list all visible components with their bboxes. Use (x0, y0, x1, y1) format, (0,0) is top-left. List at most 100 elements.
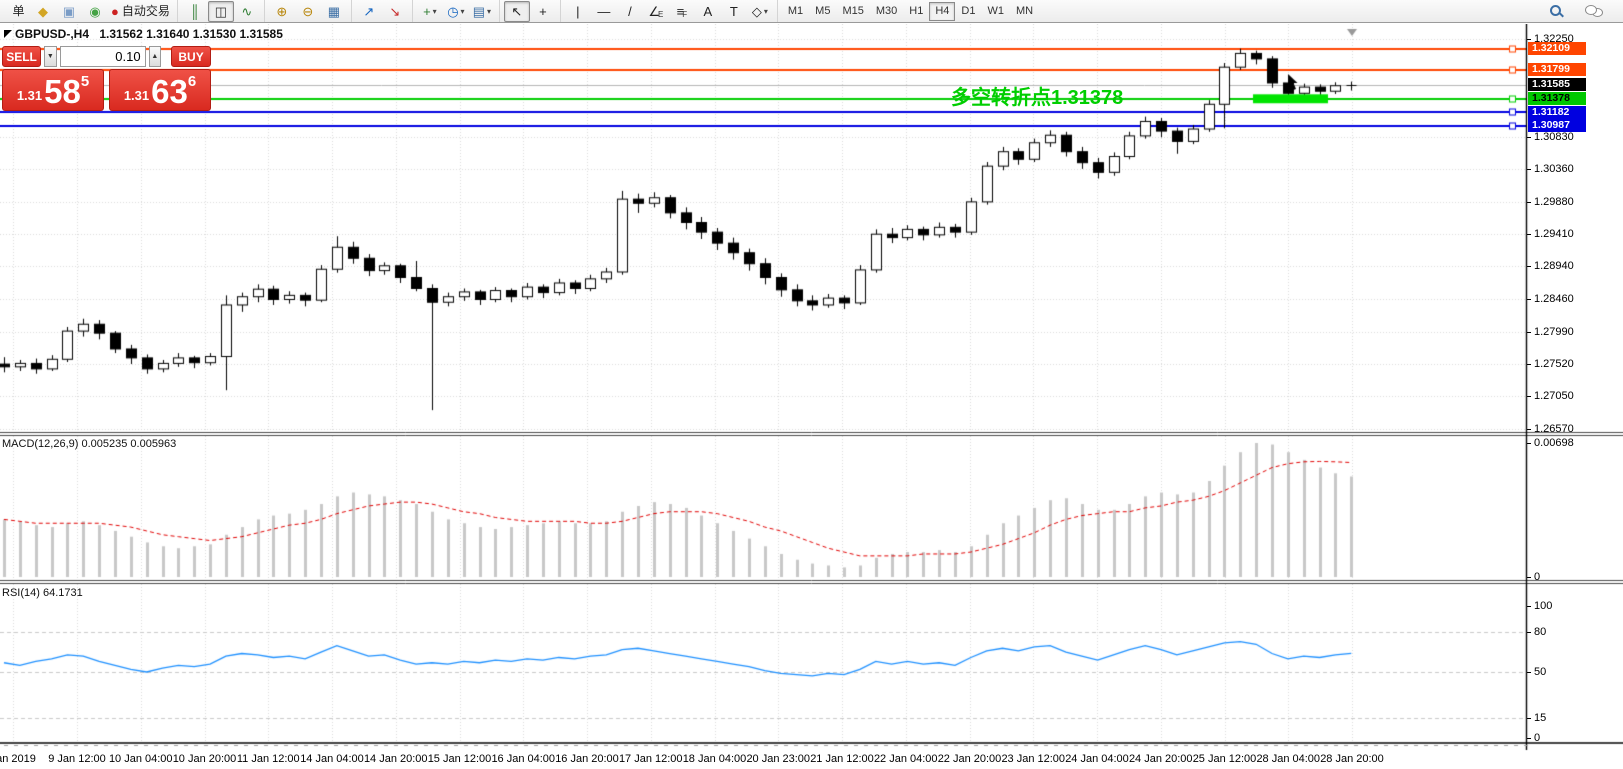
time-axis-label: 23 Jan 12:00 (1001, 753, 1066, 765)
bar-chart-icon: ║ (190, 3, 200, 19)
trendline-button[interactable]: / (617, 1, 643, 22)
cursor-button[interactable]: ↖ (503, 0, 530, 22)
chart-window: GBPUSD-,H4 1.31562 1.31640 1.31530 1.315… (0, 24, 1623, 769)
channel-button[interactable]: ∠ E (643, 1, 669, 22)
sell-button[interactable]: SELL (2, 46, 42, 67)
text-button[interactable]: A (695, 1, 721, 22)
zoom-in-icon: ⊕ (276, 3, 288, 19)
signals-icon[interactable]: ◉ (82, 1, 108, 22)
new-chart-button[interactable]: + ▾ (417, 1, 443, 22)
line-chart-icon[interactable]: ∿ (234, 1, 260, 22)
trendline-annotation-text: 多空转折点1.31378 (951, 87, 1124, 109)
periods-button: ◷ (447, 3, 459, 19)
sell-price-prefix: 1.31 (16, 88, 43, 103)
price-axis-tick: 1.30360 (1527, 162, 1574, 175)
shapes-button-dropdown-icon[interactable]: ▾ (763, 6, 768, 16)
charts-profile-icon: ↗ (363, 3, 375, 19)
new-chart-button: + (423, 3, 431, 19)
vertical-line-button[interactable]: | (565, 1, 591, 22)
fibonacci-button-sub: F (682, 9, 688, 19)
chart-canvas[interactable] (0, 24, 1623, 769)
timeframe-m5[interactable]: M5 (815, 4, 831, 17)
buy-button[interactable]: BUY (171, 46, 211, 67)
tile-windows-icon[interactable]: ▦ (321, 1, 347, 22)
fibonacci-button[interactable]: ≡ F (669, 1, 695, 22)
candlestick-chart-icon[interactable]: ◫ (207, 0, 234, 22)
new-chart-button-dropdown-icon[interactable]: ▾ (432, 6, 437, 16)
shapes-button: ◇ (751, 3, 762, 19)
time-axis-label: 24 Jan 04:00 (1065, 753, 1129, 765)
autotrading-button: ● (111, 3, 119, 19)
toolbar-group: 单 ◆ ▣ ◉ ● 自动交易 (0, 0, 177, 22)
timeframe-m1[interactable]: M1 (787, 4, 804, 17)
toolbar-group: ⊕ ⊖ ▦ (263, 0, 351, 22)
price-axis-tick: 1.29410 (1527, 228, 1574, 241)
time-axis-label: 14 Jan 20:00 (363, 753, 428, 765)
price-axis-tick: 1.27520 (1527, 358, 1574, 371)
trendline-button: / (628, 3, 632, 19)
timeframe-m15[interactable]: M15 (842, 4, 864, 17)
timeframe-group: M1 M5 M15 M30 H1 H4 D1 W1 MN (776, 0, 1043, 22)
timeframe-m30[interactable]: M30 (875, 4, 898, 17)
indicators-button[interactable]: ▤ ▾ (469, 1, 495, 22)
chart-symbol-period: GBPUSD-,H4 (15, 27, 90, 41)
chat-icon (1585, 4, 1603, 18)
label-button: T (729, 3, 738, 19)
time-axis-label: 14 Jan 04:00 (300, 753, 364, 765)
charts-profile-icon[interactable]: ↗ (356, 1, 382, 22)
time-axis-label: 10 Jan 04:00 (108, 753, 173, 765)
zoom-out-icon: ⊖ (302, 3, 314, 19)
autotrading-button[interactable]: ● 自动交易 (108, 1, 173, 22)
terminal-icon[interactable]: ▣ (56, 1, 82, 22)
volume-up-button[interactable]: ▲ (148, 46, 162, 67)
signals-icon: ◉ (89, 3, 101, 19)
new-order-button[interactable]: 单 (4, 1, 30, 22)
buy-price-box[interactable]: 1.31 63 6 (109, 69, 211, 111)
toolbar-group: + ▾ ◷ ▾ ▤ ▾ (411, 0, 499, 22)
rsi-axis-tick: 80 (1526, 626, 1547, 639)
rsi-axis-tick: 15 (1526, 712, 1547, 725)
time-axis-label: 15 Jan 12:00 (427, 753, 492, 765)
terminal-icon: ▣ (62, 3, 76, 19)
timeframe-d1[interactable]: D1 (961, 4, 976, 17)
horizontal-line-button[interactable]: — (591, 1, 617, 22)
time-axis-label: 22 Jan 04:00 (873, 753, 938, 765)
charts-stop-icon[interactable]: ↘ (382, 1, 408, 22)
indicators-button-dropdown-icon[interactable]: ▾ (487, 6, 492, 16)
timeframe-w1[interactable]: W1 (987, 4, 1004, 17)
price-axis-tick: 1.29880 (1527, 195, 1574, 208)
sell-price-box[interactable]: 1.31 58 5 (2, 69, 104, 111)
price-axis-tick: 1.26570 (1527, 423, 1574, 436)
toolbar-group: | — / ∠ E ≡ F A T ◇ ▾ (559, 0, 777, 22)
toolbar-group: ↖ + (498, 0, 560, 22)
periods-button[interactable]: ◷ ▾ (443, 1, 469, 22)
search-icon (1549, 4, 1564, 19)
favorites-icon: ◆ (38, 3, 48, 19)
favorites-icon[interactable]: ◆ (30, 1, 56, 22)
crosshair-button[interactable]: + (530, 1, 556, 22)
time-axis-label: Jan 2019 (0, 753, 36, 765)
new-order-button-label: 单 (12, 3, 25, 18)
rsi-axis-tick: 50 (1526, 666, 1547, 678)
timeframe-mn[interactable]: MN (1015, 4, 1034, 17)
zoom-out-icon[interactable]: ⊖ (295, 1, 321, 22)
price-badge: 1.31799 (1528, 63, 1586, 77)
search-button[interactable] (1543, 1, 1569, 22)
time-axis-label: 28 Jan 04:00 (1256, 753, 1321, 765)
candlestick-chart-icon: ◫ (214, 3, 228, 19)
time-axis-label: 10 Jan 20:00 (172, 753, 237, 765)
timeframe-h1[interactable]: H1 (909, 4, 924, 17)
periods-button-dropdown-icon[interactable]: ▾ (460, 6, 465, 16)
price-axis[interactable]: 1.32250 1.30830 1.30360 1.29880 1.29410 1.289… (1526, 24, 1623, 769)
volume-down-button[interactable]: ▼ (44, 46, 57, 67)
label-button[interactable]: T (721, 1, 747, 22)
volume-input[interactable] (59, 46, 146, 67)
shapes-button[interactable]: ◇ ▾ (747, 1, 773, 22)
buy-price-prefix: 1.31 (123, 88, 150, 103)
chat-button[interactable] (1581, 1, 1607, 22)
bar-chart-icon[interactable]: ║ (182, 1, 208, 22)
timeframe-h4[interactable]: H4 (929, 1, 956, 21)
price-axis-tick: 1.27990 (1527, 325, 1574, 338)
zoom-in-icon[interactable]: ⊕ (269, 1, 295, 22)
